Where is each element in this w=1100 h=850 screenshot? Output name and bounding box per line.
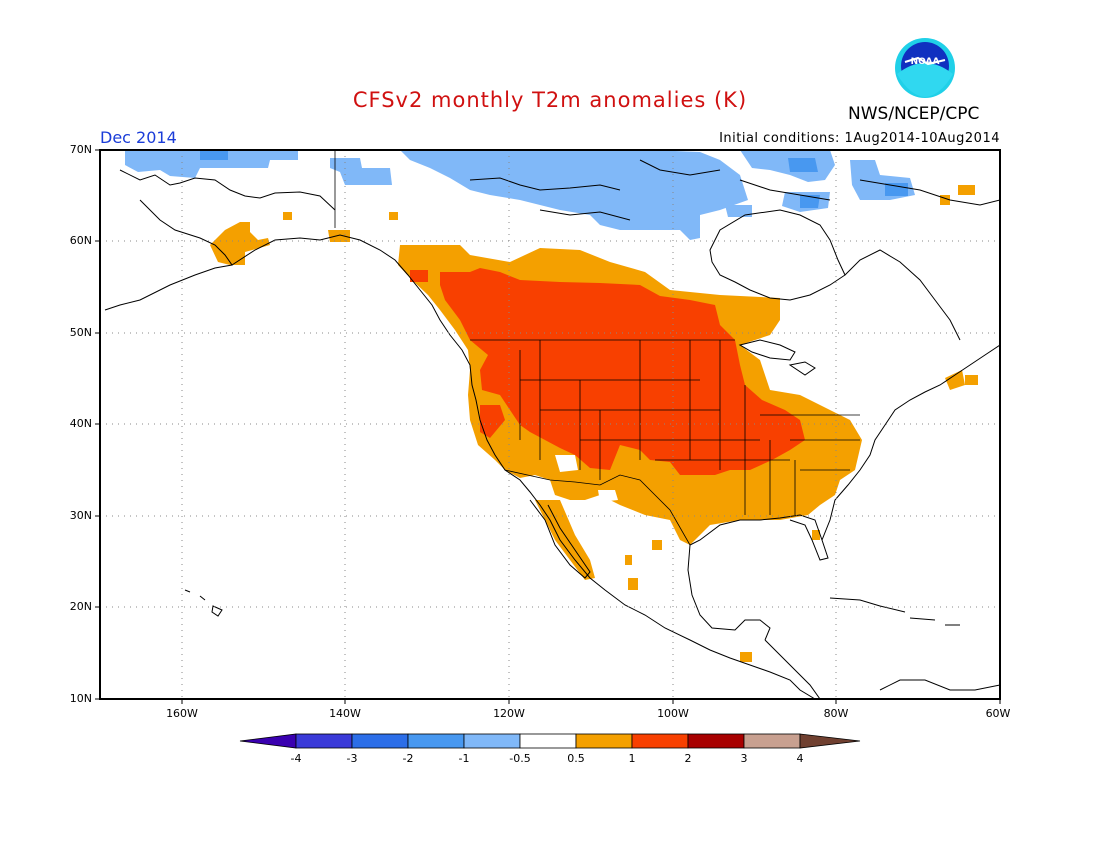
organization-label: NWS/NCEP/CPC	[848, 104, 980, 124]
lat-label: 50N	[69, 326, 92, 339]
lon-label: 140W	[329, 707, 361, 720]
colorbar-swatch	[575, 733, 633, 749]
lat-label: 20N	[69, 600, 92, 613]
initial-conditions-label: Initial conditions: 1Aug2014-10Aug2014	[719, 131, 1000, 146]
colorbar-label: 0.5	[567, 752, 585, 765]
colorbar-swatch	[687, 733, 745, 749]
colorbar-label: 2	[684, 752, 692, 765]
colorbar-label: -4	[290, 752, 302, 765]
axis-ticks	[95, 149, 1001, 704]
colorbar-label: -0.5	[509, 752, 531, 765]
noaa-logo: NOAA	[895, 38, 955, 98]
lat-label: 60N	[69, 234, 92, 247]
colorbar-swatch-lt-4	[239, 733, 297, 749]
svg-text:NOAA: NOAA	[911, 57, 940, 67]
colorbar-label: 3	[740, 752, 748, 765]
moderate-cool-regions	[200, 150, 908, 208]
lat-label: 10N	[69, 692, 92, 705]
graticule	[100, 150, 1000, 699]
lon-label: 80W	[823, 707, 849, 720]
colorbar-label: -1	[458, 752, 470, 765]
map-title: CFSv2 monthly T2m anomalies (K)	[352, 88, 748, 112]
lon-label: 120W	[493, 707, 525, 720]
colorbar-swatch	[743, 733, 801, 749]
colorbar-label: -3	[346, 752, 358, 765]
coastlines	[104, 159, 1000, 699]
lat-label: 70N	[69, 143, 92, 156]
lon-label: 160W	[166, 707, 198, 720]
colorbar-swatch	[407, 733, 465, 749]
political-borders	[334, 150, 860, 546]
lon-label: 60W	[985, 707, 1011, 720]
neutral-regions	[555, 340, 810, 502]
colorbar-label: -2	[402, 752, 414, 765]
colorbar-label: 4	[796, 752, 804, 765]
lat-label: 40N	[69, 417, 92, 430]
strong-warm-anomaly-region	[410, 268, 805, 475]
lat-label: 30N	[69, 509, 92, 522]
colorbar-label: 1	[628, 752, 636, 765]
colorbar-swatch	[351, 733, 409, 749]
colorbar-swatch	[295, 733, 353, 749]
colorbar-swatch	[631, 733, 689, 749]
colorbar-swatch-gt-4	[799, 733, 861, 749]
lon-label: 100W	[657, 707, 689, 720]
valid-month-label: Dec 2014	[100, 128, 177, 147]
colorbar-swatch	[463, 733, 521, 749]
colorbar-swatch	[519, 733, 577, 749]
colorbar	[239, 733, 861, 749]
